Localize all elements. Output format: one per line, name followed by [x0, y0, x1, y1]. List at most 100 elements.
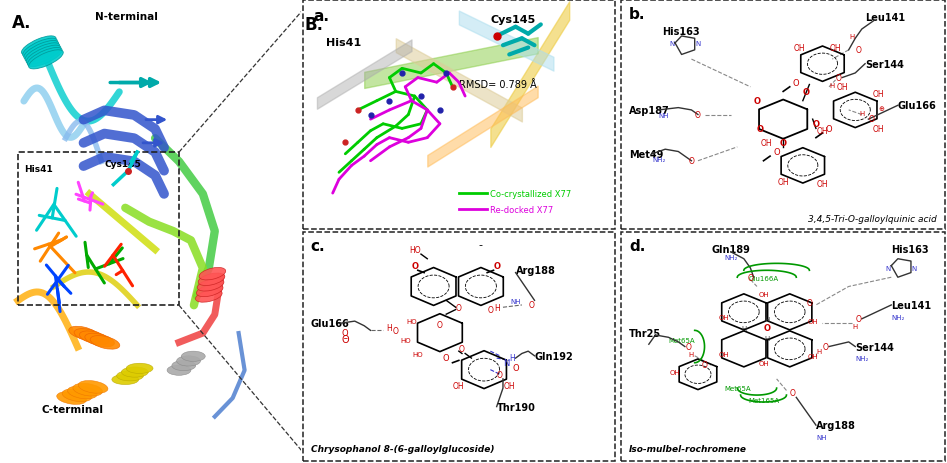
Text: N: N	[503, 358, 509, 367]
Ellipse shape	[121, 367, 149, 377]
Ellipse shape	[27, 46, 61, 65]
Text: HO: HO	[406, 319, 417, 325]
Ellipse shape	[90, 336, 119, 350]
Text: O: O	[757, 125, 763, 134]
Text: Ser144: Ser144	[855, 342, 894, 352]
Ellipse shape	[198, 274, 224, 286]
Bar	[18, 153, 179, 306]
Text: H: H	[849, 34, 854, 40]
Text: H: H	[742, 325, 746, 332]
Text: Arg188: Arg188	[515, 266, 556, 275]
Text: -: -	[479, 240, 483, 250]
Text: Cys145: Cys145	[104, 160, 141, 169]
Text: NH: NH	[659, 113, 670, 119]
Text: O: O	[790, 388, 795, 397]
Text: Met65A: Met65A	[724, 386, 751, 392]
Text: NH₂: NH₂	[652, 156, 666, 163]
Text: Re-docked X77: Re-docked X77	[491, 205, 554, 214]
Text: O: O	[813, 120, 819, 129]
Text: OH: OH	[719, 314, 729, 320]
Text: N: N	[912, 266, 917, 272]
Text: His41: His41	[327, 38, 362, 48]
Ellipse shape	[24, 41, 59, 61]
Text: Glu166: Glu166	[898, 101, 937, 111]
Text: Leu141: Leu141	[891, 300, 932, 310]
Ellipse shape	[126, 363, 153, 374]
Text: Thr25: Thr25	[629, 328, 661, 338]
Text: OH: OH	[830, 44, 841, 53]
Text: OH: OH	[872, 125, 884, 134]
Text: OH: OH	[453, 382, 465, 390]
Ellipse shape	[80, 331, 109, 345]
Text: Met165A: Met165A	[748, 397, 779, 403]
Text: O: O	[411, 262, 419, 270]
Text: OH: OH	[872, 90, 884, 99]
Ellipse shape	[112, 375, 138, 385]
Ellipse shape	[171, 361, 196, 371]
Text: Chrysophanol 8-(6-galloylglucoside): Chrysophanol 8-(6-galloylglucoside)	[311, 444, 494, 453]
Ellipse shape	[73, 383, 102, 396]
Text: O: O	[754, 97, 760, 106]
Text: O: O	[836, 74, 842, 83]
Text: HO: HO	[409, 245, 420, 254]
Text: O: O	[747, 273, 754, 282]
Ellipse shape	[195, 290, 223, 302]
Ellipse shape	[67, 386, 98, 399]
Text: OH: OH	[759, 291, 769, 297]
Text: O: O	[393, 326, 399, 335]
Text: OH: OH	[670, 369, 680, 375]
Text: O: O	[855, 46, 862, 55]
Text: H: H	[688, 351, 694, 357]
Ellipse shape	[25, 44, 60, 63]
Text: ⊕: ⊕	[879, 106, 884, 112]
Text: O: O	[695, 111, 701, 119]
Text: OH: OH	[794, 44, 805, 53]
Ellipse shape	[28, 50, 63, 70]
Text: N: N	[885, 266, 890, 272]
Ellipse shape	[23, 39, 58, 58]
Text: A.: A.	[12, 14, 31, 32]
Text: Arg188: Arg188	[816, 420, 856, 430]
Text: O: O	[868, 115, 875, 124]
Text: NH: NH	[816, 434, 827, 440]
Ellipse shape	[182, 351, 205, 362]
Text: OH: OH	[759, 360, 769, 366]
Text: OH: OH	[761, 138, 773, 147]
Text: NH: NH	[510, 298, 521, 304]
Ellipse shape	[63, 389, 92, 402]
Text: O: O	[443, 354, 450, 363]
Text: O: O	[437, 320, 443, 329]
Text: O: O	[793, 79, 799, 88]
Text: N: N	[695, 41, 701, 47]
Text: Co-crystallized X77: Co-crystallized X77	[491, 189, 572, 198]
Text: OH: OH	[808, 319, 818, 325]
Text: His163: His163	[662, 27, 700, 37]
Text: b.: b.	[629, 7, 646, 22]
Text: O: O	[826, 125, 832, 134]
Text: O: O	[342, 328, 348, 337]
Ellipse shape	[22, 37, 56, 56]
Text: Glu166: Glu166	[311, 319, 349, 329]
Text: O: O	[823, 342, 829, 351]
Ellipse shape	[176, 356, 201, 366]
Text: C-terminal: C-terminal	[42, 404, 104, 414]
Text: O: O	[855, 314, 862, 324]
Text: OH: OH	[719, 351, 729, 357]
Text: H: H	[852, 323, 858, 329]
Text: NH₂: NH₂	[891, 314, 904, 320]
Text: OH: OH	[816, 180, 829, 189]
Text: H: H	[509, 354, 515, 363]
Text: O: O	[779, 138, 787, 147]
Text: O: O	[488, 305, 493, 314]
Text: His41: His41	[24, 164, 53, 173]
Ellipse shape	[74, 329, 103, 343]
Text: NH₂: NH₂	[724, 254, 738, 260]
Text: O: O	[686, 342, 691, 351]
Ellipse shape	[27, 48, 63, 68]
Ellipse shape	[85, 333, 115, 347]
Text: O: O	[688, 156, 694, 166]
Text: Met49: Met49	[629, 150, 664, 159]
Text: HO: HO	[413, 351, 423, 357]
Text: H: H	[764, 316, 769, 322]
Text: O: O	[807, 298, 813, 307]
